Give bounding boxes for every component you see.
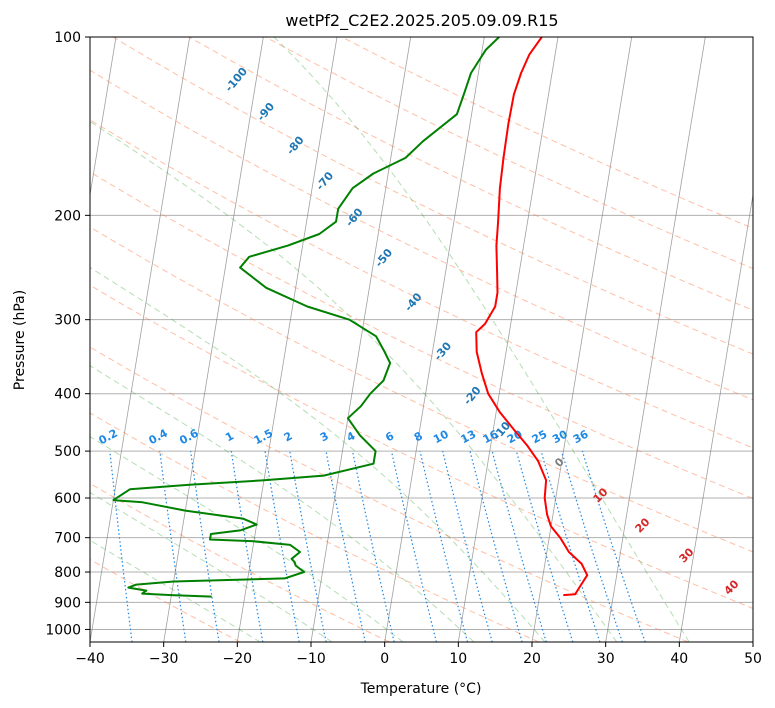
dry-adiabat-430 (112, 37, 753, 355)
chart-title: wetPf2_C2E2.2025.205.09.09.R15 (285, 11, 558, 31)
y-tick-label: 900 (54, 595, 81, 611)
x-tick-label: 0 (380, 651, 389, 667)
moist-adiabat-10 (90, 365, 475, 642)
mixing-ratio-line-20 (515, 450, 574, 642)
dry-adiabat-450 (188, 37, 753, 311)
dry-adiabat-310 (90, 346, 689, 642)
mixing-ratio-line-16 (491, 450, 547, 642)
moist-adiabat--10 (90, 491, 333, 642)
y-tick-label: 500 (54, 444, 81, 460)
x-tick-label: −10 (296, 651, 326, 667)
dry-adiabats (90, 37, 753, 642)
y-tick-label: 1000 (45, 622, 81, 638)
mixing-ratio-line-25 (540, 450, 601, 642)
isotherm--40 (90, 37, 191, 642)
plot-background (90, 37, 753, 642)
plot-frame (89, 36, 754, 643)
y-tick-label: 800 (54, 565, 81, 581)
dewpoint-line (112, 37, 500, 598)
y-tick-label: 400 (54, 387, 81, 403)
x-tick-label: −20 (223, 651, 253, 667)
x-tick-label: 40 (670, 651, 688, 667)
grid-lines (90, 37, 753, 642)
y-tick-label: 300 (54, 313, 81, 329)
dry-adiabat-350 (90, 226, 753, 553)
x-tick-label: 10 (449, 651, 467, 667)
isotherm--10 (310, 37, 412, 642)
mixing-ratio-label: 30 (550, 427, 570, 446)
x-tick-label: 30 (597, 651, 615, 667)
dry-adiabat-270 (90, 482, 390, 642)
mixing-ratio-label: 25 (530, 428, 550, 447)
temperature-line (475, 37, 589, 597)
y-axis-title: Pressure (hPa) (12, 290, 28, 390)
mixing-ratio-lines (109, 450, 646, 642)
mixing-ratio-line-13 (469, 450, 523, 642)
mixing-ratio-line-3 (325, 450, 366, 642)
mixing-ratio-label: 16 (481, 427, 501, 446)
y-axis: 100 200 300 400 500 600 700 800 900 1000 (45, 30, 90, 638)
mixing-ratio-line-0.6 (190, 451, 220, 642)
x-tick-label: −40 (75, 651, 105, 667)
x-tick-label: −30 (149, 651, 179, 667)
x-tick-label: 20 (523, 651, 541, 667)
isotherm-30 (605, 37, 706, 642)
isotherm-20 (531, 37, 633, 642)
y-tick-label: 700 (54, 531, 81, 547)
dry-adiabat-290 (90, 412, 540, 642)
moist-adiabat-0 (90, 436, 404, 642)
moist-adiabat-20 (90, 266, 546, 642)
isotherm-10 (457, 37, 559, 642)
mixing-ratio-label: 10 (431, 427, 451, 446)
mixing-ratio-line-2 (289, 450, 327, 642)
x-axis: −40 −30 −20 −10 0 10 20 30 40 50 (75, 642, 762, 667)
mixing-ratio-line-8 (419, 450, 469, 642)
profile-lines (112, 37, 589, 598)
isotherm-40 (678, 192, 753, 642)
mixing-ratio-label: 13 (459, 428, 479, 447)
mixing-ratio-label: 36 (571, 427, 591, 446)
mixing-ratio-line-36 (581, 450, 646, 642)
moist-adiabat-40 (273, 37, 690, 642)
dry-adiabat-330 (90, 284, 753, 610)
moist-adiabat--20 (90, 539, 261, 642)
isotherm--30 (163, 37, 264, 642)
isotherm--50 (90, 37, 117, 198)
y-tick-label: 200 (54, 208, 81, 224)
y-tick-label: 600 (54, 491, 81, 507)
mixing-ratio-line-0.4 (159, 451, 187, 642)
y-tick-label: 100 (54, 30, 81, 46)
dry-adiabat-390 (90, 119, 753, 449)
mixing-ratio-label: 20 (505, 427, 525, 446)
mixing-ratio-line-30 (561, 450, 623, 642)
x-tick-label: 50 (744, 651, 762, 667)
mixing-ratio-line-4 (352, 450, 395, 642)
isotherm-0 (384, 37, 485, 642)
x-axis-title: Temperature (°C) (360, 681, 482, 697)
mixing-ratio-line-10 (442, 450, 493, 642)
mixing-ratio-line-6 (390, 450, 437, 642)
mixing-ratio-line-0.2 (109, 451, 133, 642)
